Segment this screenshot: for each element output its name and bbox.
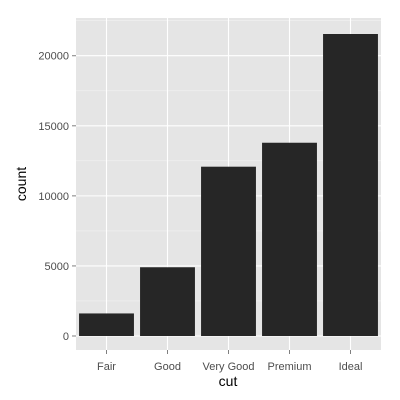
x-tick-label: Ideal xyxy=(339,361,363,373)
x-axis-title: cut xyxy=(219,373,238,389)
bar-ideal xyxy=(323,34,378,336)
bar-very-good xyxy=(201,166,256,336)
bar-fair xyxy=(79,313,134,336)
y-axis: 0 5000 10000 15000 20000 xyxy=(38,51,76,343)
x-tick-label: Good xyxy=(154,361,181,373)
x-axis: Fair Good Very Good Premium Ideal xyxy=(97,350,362,373)
y-tick-label: 0 xyxy=(63,331,69,343)
y-axis-title: count xyxy=(13,167,29,201)
y-tick-label: 15000 xyxy=(38,121,69,133)
y-tick-label: 20000 xyxy=(38,51,69,63)
bar-premium xyxy=(262,142,317,336)
bar-good xyxy=(140,267,195,336)
y-tick-label: 5000 xyxy=(45,261,69,273)
x-tick-label: Very Good xyxy=(203,361,255,373)
y-tick-label: 10000 xyxy=(38,191,69,203)
x-tick-label: Premium xyxy=(267,361,311,373)
x-tick-label: Fair xyxy=(97,361,116,373)
bars xyxy=(79,34,378,336)
